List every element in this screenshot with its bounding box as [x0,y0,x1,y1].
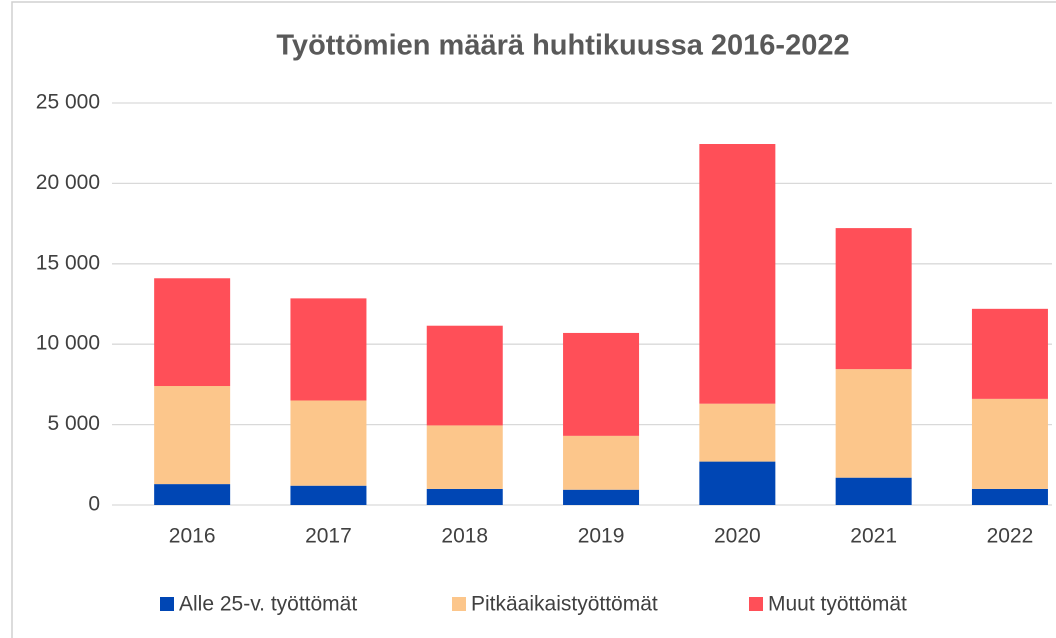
bar-segment [699,144,776,404]
legend-label: Pitkäaikaistyöttömät [471,593,658,616]
bar-segment [563,489,640,505]
bar-segment [426,488,503,505]
bar-segment [699,403,776,462]
chart-border [11,1,1056,638]
x-tick-label: 2019 [578,525,625,548]
y-tick-label: 5 000 [47,412,100,435]
legend-label: Muut työttömät [768,593,907,616]
y-tick-label: 25 000 [36,91,100,114]
bar-segment [290,400,367,486]
bar-segment [154,278,231,387]
bar-segment [426,325,503,426]
bar-segment [563,332,640,436]
bar-segment [835,477,912,505]
bar-segment [154,484,231,505]
bar-segment [426,425,503,489]
x-tick-label: 2022 [987,525,1034,548]
y-tick-label: 0 [88,493,100,516]
bar-segment [154,386,231,485]
bar-segment [971,398,1048,489]
bar-segment [835,228,912,370]
x-tick-label: 2021 [850,525,897,548]
legend-swatch [452,597,466,611]
x-tick-label: 2016 [169,525,216,548]
bar-segment [563,435,640,490]
bar-segment [971,308,1048,399]
y-tick-label: 10 000 [36,332,100,355]
bar-segment [290,485,367,505]
bar-segment [971,488,1048,505]
legend-swatch [749,597,763,611]
chart-title: Työttömien määrä huhtikuussa 2016-2022 [276,30,849,62]
x-tick-label: 2017 [305,525,352,548]
x-tick-label: 2018 [441,525,488,548]
x-tick-label: 2020 [714,525,761,548]
bar-segment [699,461,776,505]
legend-label: Alle 25-v. työttömät [179,593,357,616]
y-tick-label: 15 000 [36,251,100,274]
y-tick-label: 20 000 [36,171,100,194]
bar-segment [290,298,367,401]
bar-segment [835,369,912,478]
legend-swatch [160,597,174,611]
